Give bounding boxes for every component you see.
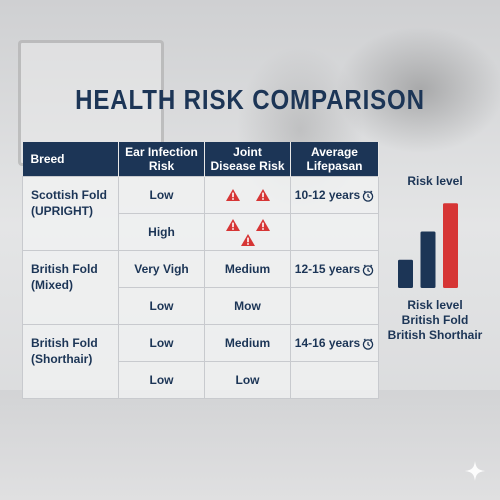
background-floor xyxy=(0,390,500,500)
bar-2 xyxy=(420,231,436,288)
lifespan-text: 14-16 years xyxy=(294,336,361,350)
table-row: British Fold (Mixed) Very Vigh Medium 12… xyxy=(22,250,379,325)
lifespan-text: 10-12 years xyxy=(294,188,361,202)
lifespan-cell: 12-15 years xyxy=(290,250,379,288)
joint-warning-cell xyxy=(204,213,291,251)
table-row: Scottish Fold (UPRIGHT) Low 10-12 years xyxy=(22,176,379,251)
joint-warning-cell xyxy=(204,176,291,214)
warning-triangle-icon xyxy=(225,188,241,202)
legend-line: British Fold xyxy=(401,313,469,327)
lifespan-cell: 14-16 years xyxy=(290,324,379,362)
warning-triangle-icon xyxy=(225,218,241,232)
legend-line: British Shorthair xyxy=(387,328,483,342)
table-row: High xyxy=(23,213,379,251)
table-header-row: Breed Ear Infection Risk Joint Disease R… xyxy=(22,142,379,177)
table-row: Low Low xyxy=(23,361,379,399)
header-lifespan: Average Lifepasan xyxy=(290,142,379,177)
ear-cell: Very Vigh xyxy=(118,250,205,288)
ear-cell: High xyxy=(118,213,205,251)
breed-cell: Scottish Fold (UPRIGHT) xyxy=(22,176,119,251)
page-title: HEALTH RISK COMPARISON xyxy=(75,84,425,115)
ear-cell: Low xyxy=(118,361,205,399)
joint-cell: Low xyxy=(204,361,291,399)
joint-cell: Medium xyxy=(204,250,291,288)
sparkle-icon xyxy=(465,461,485,481)
bar-3 xyxy=(443,203,458,288)
header-joint-disease: Joint Disease Risk xyxy=(204,142,291,177)
chart-legend: Risk level British Fold British Shorthai… xyxy=(380,298,490,343)
ear-cell: Low xyxy=(118,324,205,362)
table-row: Low Mow xyxy=(23,287,379,325)
legend-line: Risk level xyxy=(407,298,463,312)
clock-icon xyxy=(362,190,374,202)
breed-cell: British Fold (Mixed) xyxy=(22,250,119,325)
bar-1 xyxy=(398,259,413,288)
lifespan-cell: 10-12 years xyxy=(290,176,379,214)
warning-triangle-icon xyxy=(255,188,271,202)
risk-table: Breed Ear Infection Risk Joint Disease R… xyxy=(22,142,379,399)
clock-icon xyxy=(362,338,374,350)
header-ear-infection: Ear Infection Risk xyxy=(118,142,205,177)
joint-cell: Mow xyxy=(204,287,291,325)
breed-cell: British Fold (Shorthair) xyxy=(22,324,119,399)
warning-triangle-icon xyxy=(240,233,256,247)
lifespan-text: 12-15 years xyxy=(294,262,361,276)
ear-cell: Low xyxy=(118,287,205,325)
chart-title: Risk level xyxy=(407,174,463,188)
header-breed: Breed xyxy=(22,142,119,177)
warning-triangle-icon xyxy=(255,218,271,232)
joint-cell: Medium xyxy=(204,324,291,362)
lifespan-cell xyxy=(290,361,379,399)
lifespan-cell xyxy=(290,287,379,325)
risk-bar-chart xyxy=(398,203,458,288)
clock-icon xyxy=(362,264,374,276)
lifespan-cell xyxy=(290,213,379,251)
ear-cell: Low xyxy=(118,176,205,214)
table-row: British Fold (Shorthair) Low Medium 14-1… xyxy=(22,324,379,399)
